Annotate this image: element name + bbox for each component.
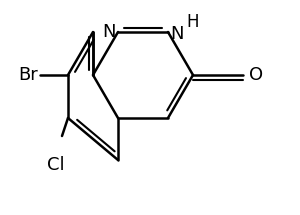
Text: O: O bbox=[249, 66, 263, 84]
Text: Cl: Cl bbox=[47, 156, 65, 174]
Text: N: N bbox=[170, 25, 184, 43]
Text: H: H bbox=[186, 13, 199, 31]
Text: N: N bbox=[103, 23, 116, 41]
Text: Br: Br bbox=[18, 66, 38, 84]
